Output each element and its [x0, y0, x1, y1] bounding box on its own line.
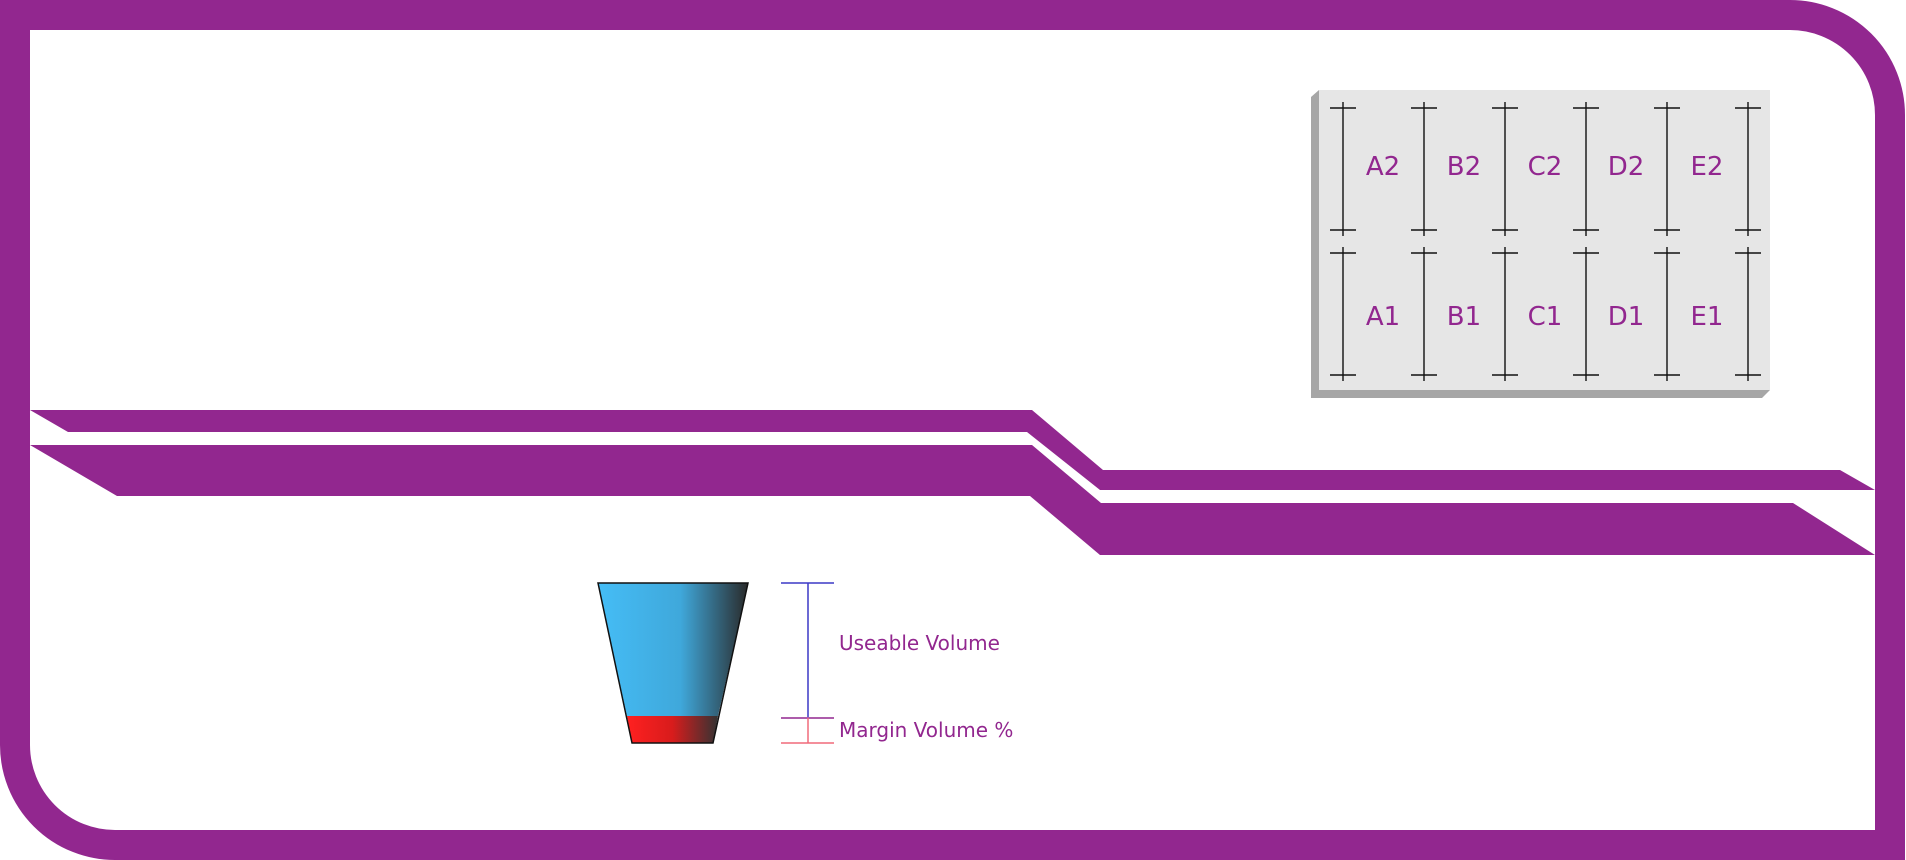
- tray-cell-e2: E2: [1691, 152, 1724, 182]
- tray-cell-c2: C2: [1528, 152, 1563, 182]
- usable-volume-region: [598, 583, 748, 716]
- vessel-outline: [597, 582, 749, 744]
- margin-volume-region: [627, 716, 718, 743]
- vessel-illustration: [597, 582, 749, 744]
- tray-cell-e1: E1: [1691, 302, 1724, 332]
- tray-cell-d1: D1: [1608, 302, 1645, 332]
- margin-volume-bracket: [781, 717, 834, 744]
- stripe-upper: [30, 410, 1875, 490]
- tray-face: [1319, 90, 1770, 390]
- tray-cell-c1: C1: [1528, 302, 1563, 332]
- tray-labels: A2 B2 C2 D2 E2 A1 B1 C1 D1 E1: [1366, 152, 1724, 332]
- margin-volume-label: Margin Volume %: [839, 718, 1013, 742]
- tray-cell-a2: A2: [1366, 152, 1400, 182]
- tray-cell-d2: D2: [1608, 152, 1645, 182]
- tray-cell-a1: A1: [1366, 302, 1400, 332]
- usable-volume-bracket: [781, 582, 834, 717]
- usable-volume-label: Useable Volume: [839, 631, 1000, 655]
- tray-cell-b1: B1: [1447, 302, 1481, 332]
- tray-cell-b2: B2: [1447, 152, 1481, 182]
- sample-tray: A2 B2 C2 D2 E2 A1 B1 C1 D1 E1: [1311, 90, 1770, 398]
- tray-dividers: [1330, 102, 1761, 381]
- stripe-lower: [30, 445, 1875, 555]
